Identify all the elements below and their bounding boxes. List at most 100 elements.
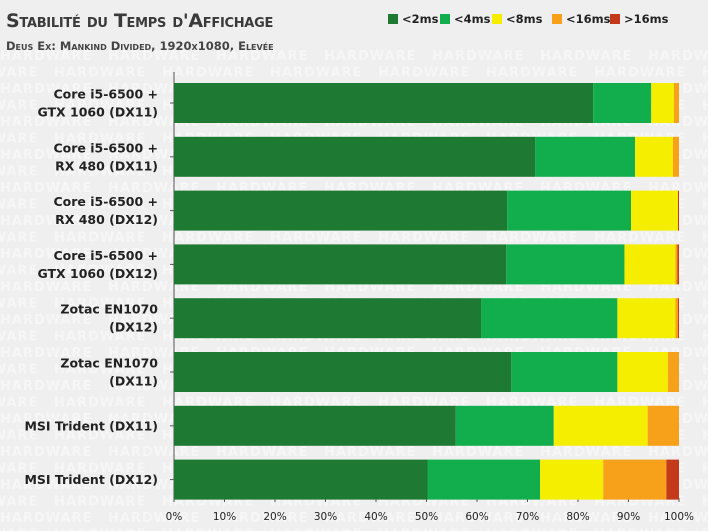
watermark-text: HARDWARE xyxy=(702,528,708,531)
watermark-text: HARDWARE xyxy=(54,363,146,378)
bar-segment xyxy=(540,459,604,500)
watermark-text: HARDWARE xyxy=(54,396,146,411)
watermark-text: HARDWARE xyxy=(0,528,38,531)
chart-title: Stabilité du Temps d'Affichage xyxy=(6,10,274,32)
bar-segment xyxy=(672,136,679,177)
legend-label: <16ms xyxy=(566,12,611,26)
watermark-text: HARDWARE xyxy=(324,445,416,460)
bar-segment xyxy=(174,352,512,392)
watermark-text: HARDWARE xyxy=(0,82,92,97)
watermark-text: HARDWARE xyxy=(216,445,308,460)
bar-segment xyxy=(647,405,679,446)
watermark-text: HARDWARE xyxy=(0,247,92,262)
bar-segment xyxy=(507,190,632,231)
watermark-text: HARDWARE xyxy=(324,511,416,526)
bar-segment xyxy=(631,190,678,231)
watermark-text: HARDWARE xyxy=(270,528,362,531)
bar-segment xyxy=(617,298,676,339)
watermark-text: HARDWARE xyxy=(162,528,254,531)
bar-segment xyxy=(593,83,652,123)
watermark-text: HARDWARE xyxy=(432,445,524,460)
watermark-text: HARDWARE xyxy=(0,181,92,196)
bar-segment xyxy=(455,405,554,446)
legend-label: <4ms xyxy=(454,12,491,26)
watermark-text: HARDWARE xyxy=(216,511,308,526)
watermark-text: HARDWARE xyxy=(0,379,92,394)
watermark-text: HARDWARE xyxy=(0,445,92,460)
bar-segment xyxy=(635,136,673,177)
watermark-text: HARDWARE xyxy=(0,214,92,229)
bar-segment xyxy=(617,352,668,392)
watermark-text: HARDWARE xyxy=(0,412,92,427)
watermark-text: HARDWARE xyxy=(378,231,470,246)
watermark-text: HARDWARE xyxy=(0,511,92,526)
x-tick-label: 50% xyxy=(415,511,438,523)
watermark-text: HARDWARE xyxy=(0,132,38,147)
category-label: Core i5-6500 + xyxy=(53,87,158,102)
category-label: RX 480 (DX11) xyxy=(55,158,158,173)
watermark-text: HARDWARE xyxy=(54,528,146,531)
watermark-text: HARDWARE xyxy=(162,66,254,81)
watermark-text: HARDWARE xyxy=(486,528,578,531)
watermark-text: HARDWARE xyxy=(0,429,38,444)
watermark-text: HARDWARE xyxy=(0,148,92,163)
watermark-text: HARDWARE xyxy=(540,445,632,460)
watermark-text: HARDWARE xyxy=(0,313,92,328)
bar-segment xyxy=(174,136,536,177)
category-label: Core i5-6500 + xyxy=(53,194,158,209)
legend-swatch xyxy=(440,14,450,24)
x-tick-label: 40% xyxy=(364,511,387,523)
watermark-text: HARDWARE xyxy=(162,231,254,246)
watermark-text: HARDWARE xyxy=(702,264,708,279)
legend-label: <2ms xyxy=(402,12,439,26)
category-label: GTX 1060 (DX11) xyxy=(37,105,158,120)
watermark-text: HARDWARE xyxy=(54,132,146,147)
category-label: (DX11) xyxy=(109,374,158,389)
watermark-text: HARDWARE xyxy=(0,363,38,378)
watermark-text: HARDWARE xyxy=(648,445,708,460)
category-label: (DX12) xyxy=(109,320,158,335)
watermark-text: HARDWARE xyxy=(432,49,524,64)
bar-segment xyxy=(677,190,679,231)
watermark-text: HARDWARE xyxy=(702,165,708,180)
bar-segment xyxy=(553,405,648,446)
watermark-text: HARDWARE xyxy=(378,66,470,81)
bar-segment xyxy=(481,298,618,339)
watermark-text: HARDWARE xyxy=(324,49,416,64)
legend-label: >16ms xyxy=(624,12,669,26)
watermark-text: HARDWARE xyxy=(216,49,308,64)
watermark-text: HARDWARE xyxy=(378,528,470,531)
x-tick-label: 100% xyxy=(664,511,694,523)
legend-swatch xyxy=(492,14,502,24)
watermark-text: HARDWARE xyxy=(0,396,38,411)
category-label: RX 480 (DX12) xyxy=(55,212,158,227)
bar-segment xyxy=(624,244,676,285)
bar-segment xyxy=(677,244,679,285)
watermark-text: HARDWARE xyxy=(702,99,708,114)
watermark-text: HARDWARE xyxy=(0,99,38,114)
bar-segment xyxy=(174,405,456,446)
watermark-text: HARDWARE xyxy=(0,264,38,279)
watermark-text: HARDWARE xyxy=(702,363,708,378)
watermark-text: HARDWARE xyxy=(54,462,146,477)
watermark-text: HARDWARE xyxy=(0,346,92,361)
x-tick-label: 90% xyxy=(617,511,640,523)
watermark-text: HARDWARE xyxy=(540,49,632,64)
bar-segment xyxy=(651,83,674,123)
chart-subtitle: Deus Ex: Mankind Divided, 1920x1080, Ele… xyxy=(6,39,274,53)
watermark-text: HARDWARE xyxy=(594,231,686,246)
watermark-text: HARDWARE xyxy=(432,511,524,526)
bar-segment xyxy=(677,298,679,339)
bar-segment xyxy=(675,298,678,339)
watermark-text: HARDWARE xyxy=(702,132,708,147)
bar-segment xyxy=(174,244,507,285)
watermark-text: HARDWARE xyxy=(54,99,146,114)
watermark-text: HARDWARE xyxy=(54,66,146,81)
watermark-text: HARDWARE xyxy=(0,165,38,180)
watermark-text: HARDWARE xyxy=(0,198,38,213)
bar-segment xyxy=(673,83,679,123)
bar-segment xyxy=(666,459,679,500)
bar-segment xyxy=(603,459,667,500)
